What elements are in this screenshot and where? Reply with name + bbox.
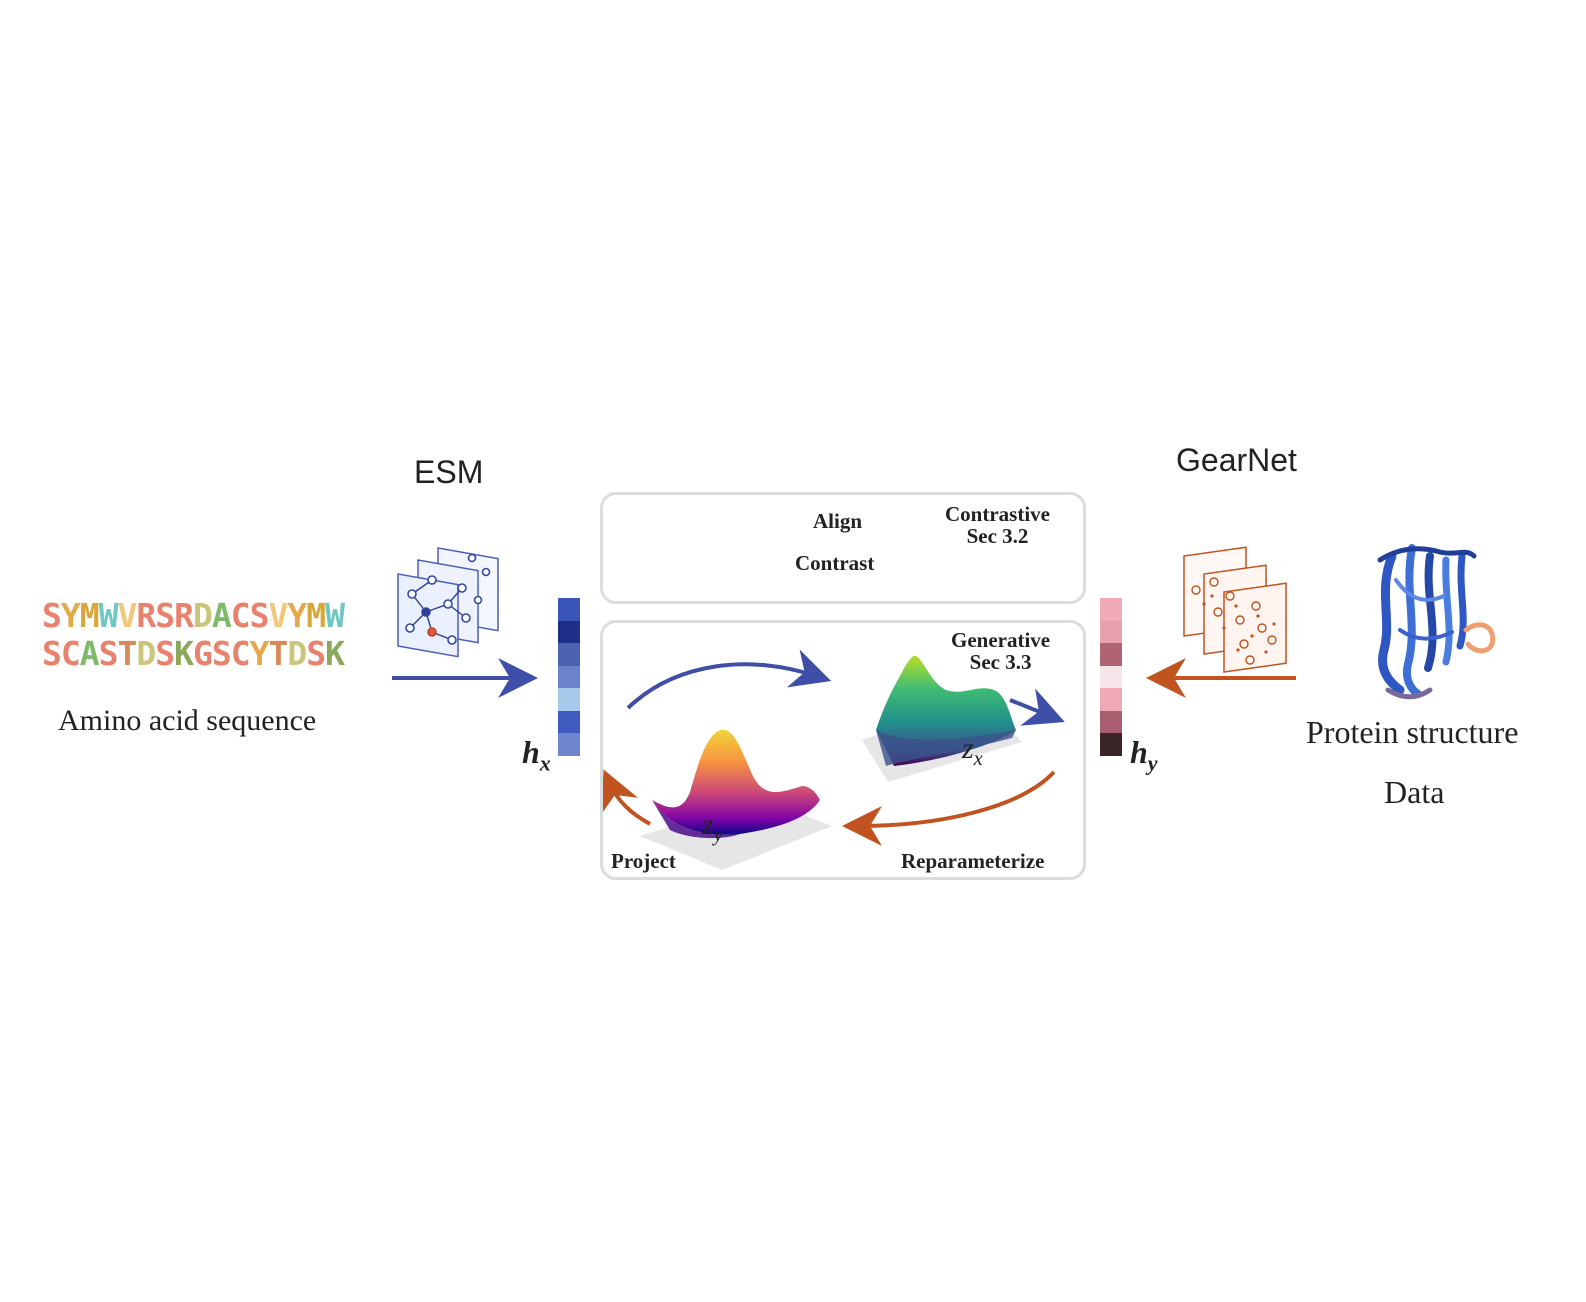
amino-acid-letter: R xyxy=(136,596,156,635)
vector-cell xyxy=(1100,643,1122,667)
vector-cell xyxy=(1100,688,1122,712)
amino-acid-letter: A xyxy=(79,634,100,673)
project-arrow xyxy=(601,769,651,826)
amino-acid-letter: C xyxy=(60,634,81,673)
hx-to-zx-arrow xyxy=(626,649,832,710)
project-label: Project xyxy=(611,849,676,873)
vector-cell xyxy=(1100,710,1122,734)
hy-label: hy xyxy=(1130,734,1158,776)
contrastive-panel: Contrastive Sec 3.2 Align Contrast xyxy=(600,492,1086,604)
generative-panel: Generative Sec 3.3 Project Reparameteriz… xyxy=(600,620,1086,880)
zy-label: zy xyxy=(702,808,723,846)
amino-acid-letter: T xyxy=(117,634,138,673)
vector-cell xyxy=(1100,620,1122,644)
vector-cell xyxy=(558,733,580,757)
sequence-line-2: SCASTDSKGSCYTDSK xyxy=(42,634,345,673)
zx-label: zx xyxy=(962,732,983,770)
amino-acid-letter: W xyxy=(98,596,119,635)
amino-acid-letter: A xyxy=(211,596,232,635)
amino-acid-caption: Amino acid sequence xyxy=(58,704,317,737)
protein-structure-image xyxy=(1377,544,1496,700)
amino-acid-letter: K xyxy=(174,634,194,673)
amino-acid-letter: S xyxy=(155,596,175,635)
sequence-line-1: SYMWVRSRDACSVYMW xyxy=(42,596,345,635)
amino-acid-letter: D xyxy=(193,596,213,635)
amino-acid-letter: M xyxy=(306,596,326,635)
gearnet-network-icon xyxy=(1183,546,1287,673)
amino-acid-letter: S xyxy=(155,634,175,673)
esm-label: ESM xyxy=(414,454,484,490)
amino-acid-letter: W xyxy=(325,596,345,635)
amino-acid-letter: S xyxy=(249,596,270,635)
amino-acid-letter: K xyxy=(325,634,345,673)
gearnet-label: GearNet xyxy=(1176,442,1297,478)
amino-acid-letter: S xyxy=(98,634,119,673)
hx-embedding-vector xyxy=(558,598,580,757)
amino-acid-letter: T xyxy=(268,634,289,673)
amino-acid-letter: Y xyxy=(60,596,81,635)
amino-acid-letter: S xyxy=(42,634,62,673)
zy-distribution-surface xyxy=(640,729,832,870)
protein-structure-caption: Protein structure xyxy=(1306,714,1519,750)
generative-title: Generative Sec 3.3 xyxy=(951,628,1051,674)
vector-cell xyxy=(558,665,580,689)
amino-acid-letter: S xyxy=(211,634,232,673)
align-label: Align xyxy=(813,509,863,533)
contrastive-title: Contrastive Sec 3.2 xyxy=(945,502,1050,548)
vector-cell xyxy=(558,643,580,667)
amino-acid-letter: M xyxy=(79,596,100,635)
vector-cell xyxy=(558,710,580,734)
vector-cell xyxy=(558,620,580,644)
amino-acid-letter: Y xyxy=(287,596,307,635)
vector-cell xyxy=(1100,733,1122,757)
amino-acid-letter: C xyxy=(230,634,251,673)
vector-cell xyxy=(558,598,580,622)
amino-acid-letter: V xyxy=(268,596,289,635)
zx-to-hy-arrow xyxy=(1009,688,1065,726)
vector-cell xyxy=(1100,665,1122,689)
vector-cell xyxy=(1100,598,1122,622)
amino-acid-letter: C xyxy=(230,596,251,635)
amino-acid-letter: S xyxy=(42,596,62,635)
protein-data-caption: Data xyxy=(1384,774,1445,810)
amino-acid-letter: G xyxy=(193,634,213,673)
amino-acid-letter: V xyxy=(117,596,138,635)
hx-label: hx xyxy=(522,734,551,776)
zx-distribution-surface xyxy=(862,655,1022,782)
reparameterize-arrow xyxy=(842,770,1056,846)
amino-acid-letter: S xyxy=(306,634,326,673)
contrast-label: Contrast xyxy=(795,551,875,575)
vector-cell xyxy=(558,688,580,712)
reparameterize-label: Reparameterize xyxy=(901,849,1045,873)
amino-acid-letter: D xyxy=(287,634,307,673)
hy-embedding-vector xyxy=(1100,598,1122,757)
amino-acid-letter: R xyxy=(174,596,194,635)
amino-acid-letter: Y xyxy=(249,634,270,673)
esm-network-icon xyxy=(397,547,499,658)
amino-acid-letter: D xyxy=(136,634,156,673)
